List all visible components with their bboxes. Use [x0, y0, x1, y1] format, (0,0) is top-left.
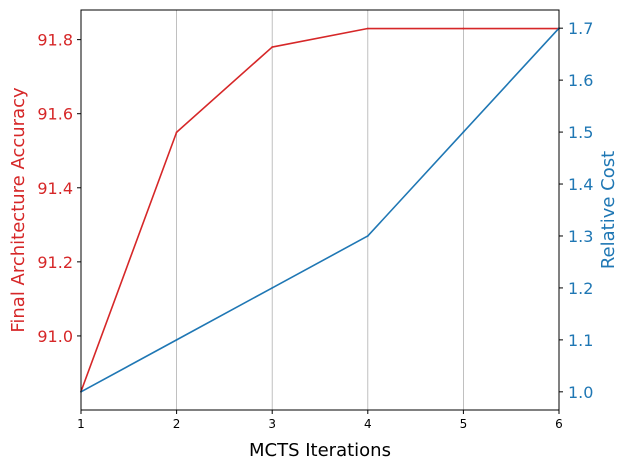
y-left-tick-label-91.8: 91.8 [37, 31, 73, 50]
y-left-tick-label-91.6: 91.6 [37, 105, 73, 124]
x-tick-label-1: 1 [77, 417, 85, 431]
y-axis-left-label: Final Architecture Accuracy [8, 87, 29, 333]
data-point-left-2 [175, 131, 178, 134]
y-right-tick-label-1.7: 1.7 [568, 19, 593, 38]
grid-lines [80, 10, 560, 410]
x-tick-label-3: 3 [268, 417, 276, 431]
x-tick-label-4: 4 [364, 417, 372, 431]
y-axis-left: 91.0 91.2 91.4 91.6 91.8 [37, 31, 81, 346]
y-axis-right: 1.0 1.1 1.2 1.3 1.4 1.5 1.6 1.7 [559, 19, 593, 402]
y-right-tick-label-1.5: 1.5 [568, 123, 593, 142]
x-tick-label-6: 6 [555, 417, 563, 431]
x-axis: 1 2 3 4 5 6 [77, 410, 563, 431]
x-tick-label-5: 5 [460, 417, 468, 431]
data-point-right-2 [175, 338, 178, 341]
y-right-tick-label-1.2: 1.2 [568, 279, 593, 298]
data-point-right-3 [271, 287, 274, 289]
series-layer [80, 27, 560, 393]
y-right-tick-label-1.1: 1.1 [568, 331, 593, 350]
y-left-tick-label-91.2: 91.2 [37, 253, 73, 272]
y-right-tick-label-1.3: 1.3 [568, 227, 593, 246]
data-point-left-5 [462, 27, 465, 30]
data-point-left-3 [271, 46, 274, 48]
series-line-right [80, 27, 560, 393]
series-line-left [80, 27, 559, 392]
x-tick-label-2: 2 [173, 417, 181, 431]
plot-frame [80, 9, 560, 411]
y-axis-right-label: Relative Cost [598, 151, 619, 269]
data-point-right-5 [462, 131, 465, 133]
y-right-tick-label-1.0: 1.0 [568, 383, 593, 402]
y-left-tick-label-91.0: 91.0 [37, 327, 73, 346]
data-point-left-4 [366, 27, 369, 30]
data-point-right-4 [366, 235, 369, 237]
y-left-tick-label-91.4: 91.4 [37, 179, 73, 198]
y-right-tick-label-1.6: 1.6 [568, 71, 593, 90]
x-axis-label: MCTS Iterations [249, 440, 391, 461]
y-right-tick-label-1.4: 1.4 [568, 175, 593, 194]
